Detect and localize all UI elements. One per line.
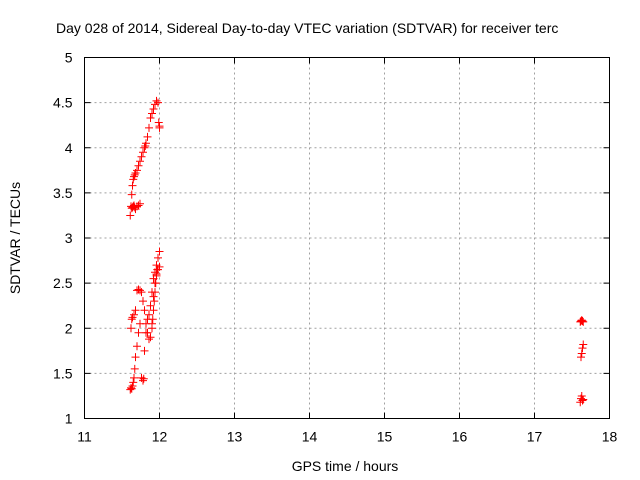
data-point bbox=[149, 104, 158, 113]
data-point bbox=[127, 315, 136, 324]
data-point bbox=[133, 342, 141, 351]
data-point bbox=[139, 148, 147, 157]
y-tick-label: 5 bbox=[65, 50, 73, 66]
data-point bbox=[151, 288, 159, 297]
data-point bbox=[133, 166, 141, 175]
data-point bbox=[145, 335, 153, 344]
data-point bbox=[128, 382, 137, 391]
data-point bbox=[137, 152, 146, 161]
chart-title: Day 028 of 2014, Sidereal Day-to-day VTE… bbox=[56, 20, 558, 36]
data-point bbox=[151, 279, 160, 288]
data-point bbox=[579, 317, 588, 326]
data-point bbox=[143, 132, 152, 141]
data-point bbox=[127, 324, 135, 333]
data-point bbox=[577, 349, 586, 358]
data-point bbox=[148, 109, 156, 118]
data-point bbox=[131, 353, 140, 362]
x-tick-label: 12 bbox=[152, 429, 168, 445]
data-point bbox=[139, 374, 148, 383]
data-point bbox=[140, 346, 149, 355]
data-point bbox=[150, 297, 159, 306]
data-point bbox=[130, 172, 138, 181]
data-points bbox=[126, 96, 588, 407]
y-tick-label: 2.5 bbox=[53, 275, 73, 291]
y-tick-label: 3 bbox=[65, 230, 73, 246]
data-point bbox=[577, 353, 585, 362]
y-tick-label: 2 bbox=[65, 320, 73, 336]
data-point bbox=[154, 118, 163, 127]
data-point bbox=[148, 315, 157, 324]
data-point bbox=[139, 297, 147, 306]
data-point bbox=[148, 324, 156, 333]
data-point bbox=[155, 123, 164, 132]
data-point bbox=[134, 328, 143, 337]
data-point bbox=[579, 340, 588, 349]
data-point bbox=[140, 306, 149, 315]
data-point bbox=[130, 170, 139, 179]
data-point bbox=[149, 306, 158, 315]
data-point bbox=[154, 253, 162, 262]
x-tick-label: 14 bbox=[302, 429, 318, 445]
data-point bbox=[127, 190, 136, 199]
data-point bbox=[579, 395, 588, 404]
data-point bbox=[130, 310, 138, 319]
data-point bbox=[134, 161, 143, 170]
data-point bbox=[129, 378, 138, 387]
data-point bbox=[154, 98, 162, 107]
data-point bbox=[142, 139, 150, 148]
data-point bbox=[139, 376, 147, 385]
data-point bbox=[152, 96, 161, 105]
data-point bbox=[145, 123, 153, 132]
y-tick-label: 4.5 bbox=[53, 95, 73, 111]
x-tick-label: 15 bbox=[377, 429, 393, 445]
data-point bbox=[143, 328, 152, 337]
x-tick-label: 17 bbox=[527, 429, 543, 445]
data-point bbox=[578, 317, 587, 326]
data-point bbox=[577, 391, 586, 400]
data-point bbox=[136, 286, 144, 295]
data-point bbox=[136, 199, 144, 208]
data-point bbox=[127, 383, 135, 392]
x-tick-label: 13 bbox=[227, 429, 243, 445]
tick-labels: 11 12 13 14 15 16 17 18 1 1.5 2 2.5 3 3.5 4 4.5 5 bbox=[53, 50, 617, 445]
data-point bbox=[128, 181, 137, 190]
x-tick-label: 16 bbox=[452, 429, 468, 445]
x-tick-label: 18 bbox=[602, 429, 618, 445]
data-point bbox=[577, 316, 586, 325]
data-point bbox=[126, 211, 135, 220]
data-point bbox=[146, 333, 155, 342]
x-tick-label: 11 bbox=[77, 429, 92, 445]
data-point bbox=[153, 265, 162, 274]
grid-lines bbox=[84, 57, 610, 419]
data-point bbox=[136, 157, 144, 166]
data-point bbox=[578, 344, 587, 353]
y-tick-label: 1.5 bbox=[53, 365, 73, 381]
data-point bbox=[130, 373, 138, 382]
data-point bbox=[131, 306, 140, 315]
y-tick-label: 3.5 bbox=[53, 185, 73, 201]
y-axis-label: SDTVAR / TECUs bbox=[7, 182, 23, 294]
data-point bbox=[126, 385, 135, 394]
data-point bbox=[146, 301, 155, 310]
x-axis-label: GPS time / hours bbox=[292, 458, 399, 474]
data-point bbox=[134, 201, 143, 210]
data-point bbox=[140, 143, 149, 152]
data-point bbox=[130, 364, 139, 373]
data-point bbox=[146, 113, 155, 122]
y-tick-label: 1 bbox=[65, 411, 73, 427]
data-point bbox=[137, 288, 146, 297]
y-tick-label: 4 bbox=[65, 140, 73, 156]
data-point bbox=[155, 247, 164, 256]
data-point bbox=[145, 310, 153, 319]
data-point bbox=[152, 270, 161, 279]
data-point bbox=[149, 292, 158, 301]
data-point bbox=[578, 396, 587, 405]
axis-ticks bbox=[84, 57, 610, 419]
